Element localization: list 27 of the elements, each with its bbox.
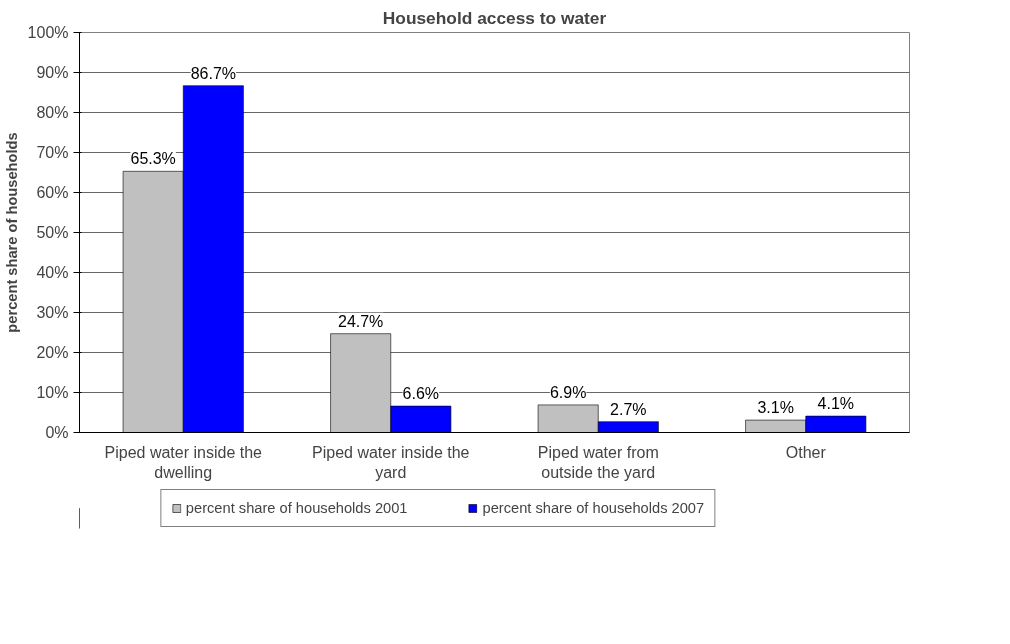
y-tick-label: 40% bbox=[36, 264, 69, 281]
y-tick-label: 70% bbox=[36, 144, 69, 161]
y-tick-label: 30% bbox=[36, 304, 69, 321]
legend-label: percent share of households 2001 bbox=[185, 500, 408, 516]
y-tick-label: 50% bbox=[36, 224, 69, 241]
x-tick-label: Other bbox=[785, 443, 827, 461]
data-label: 6.6% bbox=[402, 385, 440, 403]
y-tick-label: 20% bbox=[36, 344, 69, 361]
data-label: 24.7% bbox=[337, 312, 384, 330]
y-tick-label: 90% bbox=[36, 64, 69, 81]
data-label: 3.1% bbox=[757, 399, 794, 417]
x-tick-label: Piped water inside the dwelling bbox=[104, 443, 263, 481]
data-label: 65.3% bbox=[130, 150, 176, 168]
data-label: 2.7% bbox=[610, 400, 647, 418]
y-tick-label: 60% bbox=[36, 184, 69, 201]
data-label: 4.1% bbox=[817, 395, 855, 413]
y-tick-label: 100% bbox=[27, 24, 69, 41]
x-tick-label: Piped water from outside the yard bbox=[537, 443, 659, 481]
data-label: 86.7% bbox=[190, 64, 237, 82]
legend-label: percent share of households 2007 bbox=[482, 500, 705, 516]
data-label: 6.9% bbox=[549, 383, 587, 401]
x-tick-label: Piped water inside the yard bbox=[312, 443, 470, 481]
chart-title: Household access to water bbox=[382, 7, 607, 28]
y-axis-title: percent share of households bbox=[3, 132, 20, 333]
y-tick-label: 10% bbox=[36, 384, 69, 401]
y-tick-label: 0% bbox=[45, 424, 69, 441]
y-tick-label: 80% bbox=[36, 104, 69, 121]
